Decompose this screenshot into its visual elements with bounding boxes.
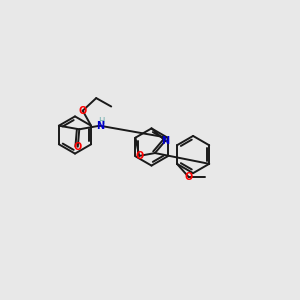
Text: N: N [161, 136, 169, 146]
Text: O: O [74, 142, 82, 152]
Text: O: O [185, 172, 193, 182]
Text: H: H [98, 117, 104, 126]
Text: O: O [79, 106, 87, 116]
Text: O: O [135, 151, 143, 161]
Text: N: N [96, 121, 104, 131]
